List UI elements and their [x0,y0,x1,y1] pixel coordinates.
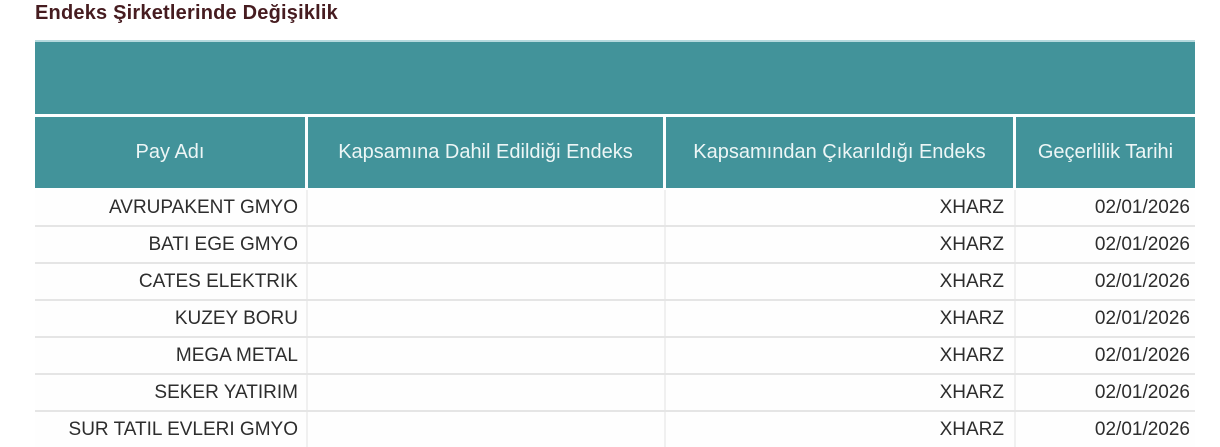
cell-pay-adi: SUR TATIL EVLERI GMYO [35,412,308,447]
cell-dahil-endeks [308,338,666,373]
cell-pay-adi: SEKER YATIRIM [35,375,308,410]
cell-gecerlilik-tarihi: 02/01/2026 [1094,196,1190,218]
column-header-cikarildigi-endeks: Kapsamından Çıkarıldığı Endeks [666,117,1016,188]
table-row: KUZEY BORU XHARZ 02/01/2026 [35,301,1195,338]
cell-dahil-endeks [308,190,666,225]
table-row: MEGA METAL XHARZ 02/01/2026 [35,338,1195,375]
cell-gecerlilik-tarihi: 02/01/2026 [1094,233,1190,255]
table-top-band [35,40,1195,114]
cell-gecerlilik-tarihi: 02/01/2026 [1094,418,1190,440]
cell-pay-adi: BATI EGE GMYO [35,227,308,262]
cell-cikarildigi-endeks: XHARZ [666,190,1016,225]
table-header-row: Pay Adı Kapsamına Dahil Edildiği Endeks … [35,117,1195,188]
cell-pay-adi: KUZEY BORU [35,301,308,336]
index-changes-table: Pay Adı Kapsamına Dahil Edildiği Endeks … [35,40,1195,447]
table-row: CATES ELEKTRIK XHARZ 02/01/2026 [35,264,1195,301]
cell-cikarildigi-endeks: XHARZ [666,412,1016,447]
cell-cikarildigi-endeks: XHARZ [666,338,1016,373]
cell-pay-adi: MEGA METAL [35,338,308,373]
cell-pay-adi: CATES ELEKTRIK [35,264,308,299]
cell-cikarildigi-endeks: XHARZ [666,301,1016,336]
cell-pay-adi: AVRUPAKENT GMYO [35,190,308,225]
column-header-pay-adi: Pay Adı [35,117,308,188]
table-row: SEKER YATIRIM XHARZ 02/01/2026 [35,375,1195,412]
table-row: BATI EGE GMYO XHARZ 02/01/2026 [35,227,1195,264]
table-body: AVRUPAKENT GMYO XHARZ 02/01/2026 BATI EG… [35,190,1195,447]
page-title: Endeks Şirketlerinde Değişiklik [35,2,338,24]
column-header-gecerlilik-tarihi: Geçerlilik Tarihi [1016,117,1195,188]
cell-cikarildigi-endeks: XHARZ [666,227,1016,262]
table-row: SUR TATIL EVLERI GMYO XHARZ 02/01/2026 [35,412,1195,447]
cell-gecerlilik-tarihi: 02/01/2026 [1094,344,1190,366]
column-header-dahil-endeks: Kapsamına Dahil Edildiği Endeks [308,117,666,188]
cell-dahil-endeks [308,301,666,336]
cell-dahil-endeks [308,264,666,299]
cell-gecerlilik-tarihi: 02/01/2026 [1094,270,1190,292]
cell-cikarildigi-endeks: XHARZ [666,264,1016,299]
cell-dahil-endeks [308,227,666,262]
cell-dahil-endeks [308,375,666,410]
cell-gecerlilik-tarihi: 02/01/2026 [1094,307,1190,329]
cell-dahil-endeks [308,412,666,447]
cell-cikarildigi-endeks: XHARZ [666,375,1016,410]
cell-gecerlilik-tarihi: 02/01/2026 [1094,381,1190,403]
table-row: AVRUPAKENT GMYO XHARZ 02/01/2026 [35,190,1195,227]
